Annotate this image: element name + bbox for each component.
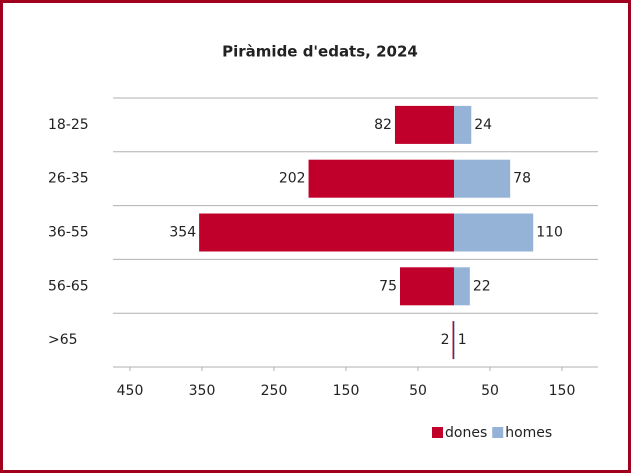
legend-label: dones [445,425,487,441]
y-tick-label: 56-65 [48,278,89,294]
bar [454,213,534,252]
x-tick-label: 150 [333,383,360,399]
x-tick-label: 350 [189,383,216,399]
x-tick-label: 150 [549,383,576,399]
data-label: 1 [458,332,467,348]
data-label: 78 [513,171,531,187]
y-tick-label: 36-55 [48,225,89,241]
data-label: 24 [474,117,492,133]
chart-title: Piràmide d'edats, 2024 [222,43,418,61]
bar [308,159,454,198]
y-tick-label: >65 [48,332,78,348]
bar [400,267,454,306]
data-label: 82 [374,117,392,133]
x-tick-label: 250 [261,383,288,399]
legend-swatch [492,427,504,438]
y-tick-label: 26-35 [48,171,89,187]
x-tick-label: 50 [409,383,427,399]
data-label: 75 [379,278,397,294]
bar [394,105,454,144]
data-label: 22 [473,278,491,294]
x-tick-label: 50 [481,383,499,399]
x-tick-label: 450 [117,383,144,399]
data-label: 202 [279,171,306,187]
legend-label: homes [505,425,552,441]
bar [199,213,454,252]
bar [452,321,454,360]
bar [454,267,470,306]
bar [454,321,455,360]
data-label: 354 [169,225,196,241]
data-label: 110 [536,225,563,241]
bar [454,105,472,144]
legend-swatch [432,427,443,438]
data-label: 2 [441,332,450,348]
y-tick-label: 18-25 [48,117,89,133]
bar [454,159,511,198]
